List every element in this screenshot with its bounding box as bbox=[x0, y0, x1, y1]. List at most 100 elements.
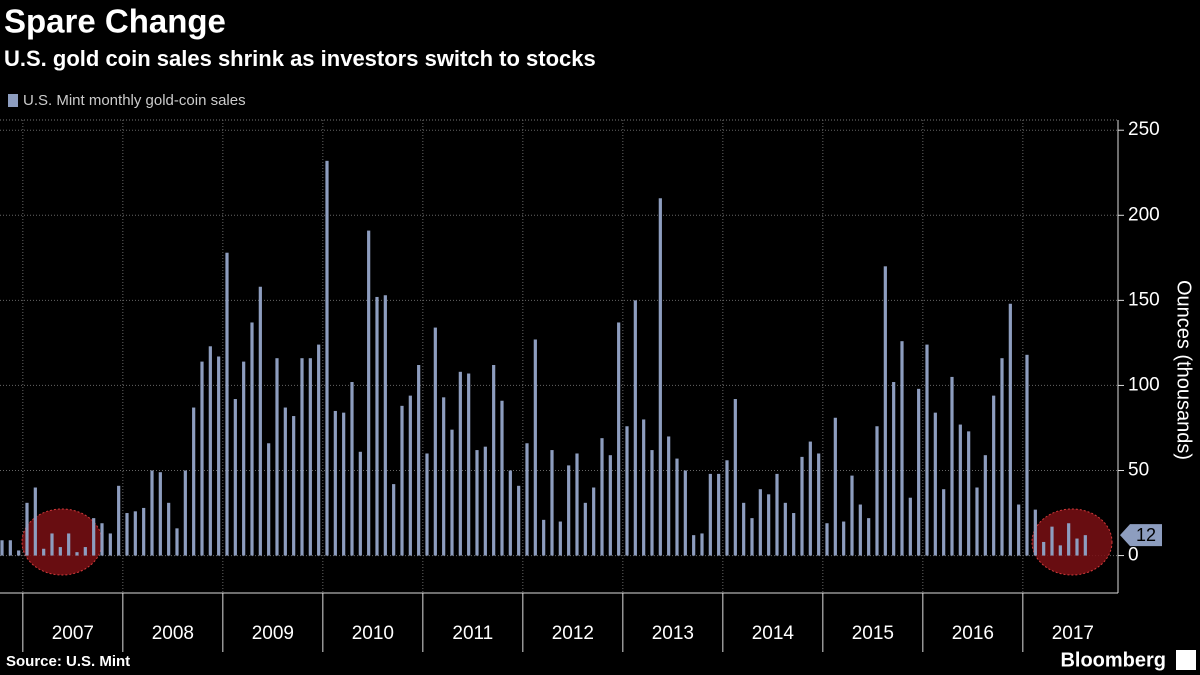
bar bbox=[183, 470, 187, 556]
bar bbox=[500, 400, 504, 556]
bar bbox=[267, 443, 271, 556]
bar bbox=[392, 484, 396, 556]
legend-swatch bbox=[8, 94, 18, 107]
bar bbox=[367, 230, 371, 556]
bars bbox=[0, 160, 1087, 556]
bar bbox=[867, 518, 871, 556]
bar bbox=[683, 470, 687, 556]
x-tick-label: 2017 bbox=[1052, 623, 1094, 644]
bar bbox=[1008, 303, 1012, 556]
x-tick-label: 2010 bbox=[352, 623, 394, 644]
bar bbox=[25, 502, 29, 556]
bar bbox=[17, 550, 21, 556]
bar bbox=[733, 399, 737, 556]
bar bbox=[875, 426, 879, 556]
bar bbox=[1083, 535, 1087, 556]
bar bbox=[767, 494, 771, 556]
bar bbox=[167, 502, 171, 556]
bar bbox=[150, 470, 154, 556]
bar bbox=[883, 266, 887, 556]
bar bbox=[933, 412, 937, 556]
chart-title: Spare Change bbox=[4, 3, 226, 40]
bar bbox=[575, 453, 579, 556]
bar bbox=[650, 450, 654, 556]
bar bbox=[583, 502, 587, 556]
bar bbox=[908, 497, 912, 556]
bar bbox=[450, 429, 454, 556]
bar bbox=[1067, 523, 1071, 556]
x-tick-label: 2014 bbox=[752, 623, 795, 644]
bar bbox=[125, 513, 129, 556]
bar bbox=[317, 344, 321, 556]
bar bbox=[250, 322, 254, 556]
brand: Bloomberg bbox=[1060, 649, 1166, 671]
bar bbox=[483, 446, 487, 556]
bar bbox=[592, 487, 596, 556]
bar bbox=[175, 528, 179, 556]
bar bbox=[1058, 545, 1062, 556]
x-tick-label: 2013 bbox=[652, 623, 694, 644]
bar bbox=[983, 455, 987, 556]
bar bbox=[83, 547, 87, 556]
bar bbox=[742, 502, 746, 556]
bar bbox=[442, 397, 446, 556]
bar bbox=[792, 513, 796, 556]
bar bbox=[100, 523, 104, 556]
y-tick-label: 50 bbox=[1128, 460, 1149, 481]
bar bbox=[383, 295, 387, 556]
bar bbox=[33, 487, 37, 556]
bar bbox=[375, 296, 379, 556]
bar bbox=[300, 358, 304, 556]
bar bbox=[142, 507, 146, 556]
bar bbox=[283, 407, 287, 556]
plot: 0 50 100 150 200 250 2007 2008 2009 2010 2011 2012 2… bbox=[0, 119, 1160, 652]
bar bbox=[400, 405, 404, 556]
bar bbox=[258, 286, 262, 556]
bar bbox=[692, 535, 696, 556]
bar bbox=[92, 518, 96, 556]
bar bbox=[925, 344, 929, 556]
bar bbox=[558, 521, 562, 556]
bar bbox=[633, 300, 637, 556]
bar bbox=[458, 371, 462, 556]
bar bbox=[58, 547, 62, 556]
bar bbox=[825, 523, 829, 556]
bar bbox=[542, 519, 546, 556]
y-tick-label: 200 bbox=[1128, 204, 1160, 225]
bar bbox=[608, 455, 612, 556]
bar bbox=[550, 450, 554, 556]
bar bbox=[975, 487, 979, 556]
bar bbox=[667, 436, 671, 556]
bar bbox=[275, 358, 279, 556]
bar bbox=[50, 533, 54, 556]
bar bbox=[750, 518, 754, 556]
x-tick-label: 2016 bbox=[952, 623, 994, 644]
x-tick-label: 2015 bbox=[852, 623, 894, 644]
bar bbox=[117, 485, 121, 556]
bar bbox=[1033, 509, 1037, 556]
bar bbox=[1075, 538, 1079, 556]
bar bbox=[508, 470, 512, 556]
bar bbox=[192, 407, 196, 556]
bar bbox=[67, 533, 71, 556]
bar bbox=[950, 376, 954, 556]
bar bbox=[433, 327, 437, 556]
brand-icon bbox=[1176, 650, 1196, 670]
bar bbox=[900, 341, 904, 556]
bar bbox=[325, 160, 329, 556]
bar bbox=[200, 361, 204, 556]
bar bbox=[242, 361, 246, 556]
bar bbox=[108, 533, 112, 556]
bar bbox=[208, 346, 212, 556]
bar bbox=[308, 358, 312, 556]
bar bbox=[1050, 526, 1054, 556]
bar bbox=[225, 252, 229, 556]
bar bbox=[800, 456, 804, 556]
bar bbox=[708, 473, 712, 556]
highlight-circle bbox=[1031, 508, 1113, 576]
bar bbox=[517, 485, 521, 556]
bar bbox=[992, 395, 996, 556]
bar bbox=[333, 410, 337, 556]
bar bbox=[425, 453, 429, 556]
